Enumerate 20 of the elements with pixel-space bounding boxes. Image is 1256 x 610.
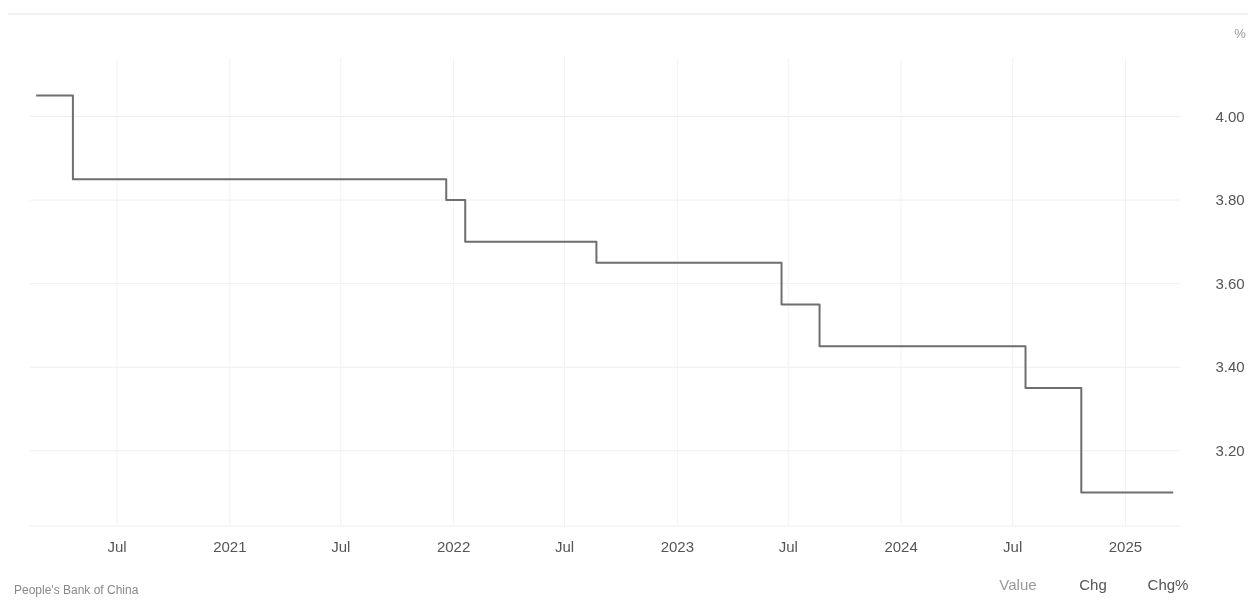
- x-tick-label: Jul: [331, 538, 351, 555]
- text: Value: [999, 576, 1037, 593]
- y-axis-title: %: [1234, 26, 1247, 41]
- text: Chg%: [1147, 576, 1189, 593]
- x-tick-label: 2025: [1108, 538, 1143, 555]
- y-tick-label: 3.80: [1215, 191, 1245, 209]
- y-tick-label: 3.40: [1215, 358, 1245, 376]
- x-tick-label: Jul: [778, 538, 798, 555]
- text: Chg: [1079, 576, 1107, 593]
- text: People's Bank of China: [14, 583, 139, 597]
- y-tick-label: 4.00: [1215, 107, 1245, 125]
- x-tick-label: Jul: [107, 538, 127, 555]
- x-tick-label: Jul: [1003, 538, 1023, 555]
- y-tick-label: 3.20: [1215, 442, 1245, 460]
- y-tick-label: 3.60: [1215, 274, 1245, 292]
- x-tick-label: 2023: [660, 538, 695, 555]
- x-tick-label: Jul: [554, 538, 575, 555]
- x-tick-label: 2022: [436, 538, 471, 555]
- x-tick-label: 2024: [884, 538, 918, 555]
- x-tick-label: 2021: [213, 538, 247, 555]
